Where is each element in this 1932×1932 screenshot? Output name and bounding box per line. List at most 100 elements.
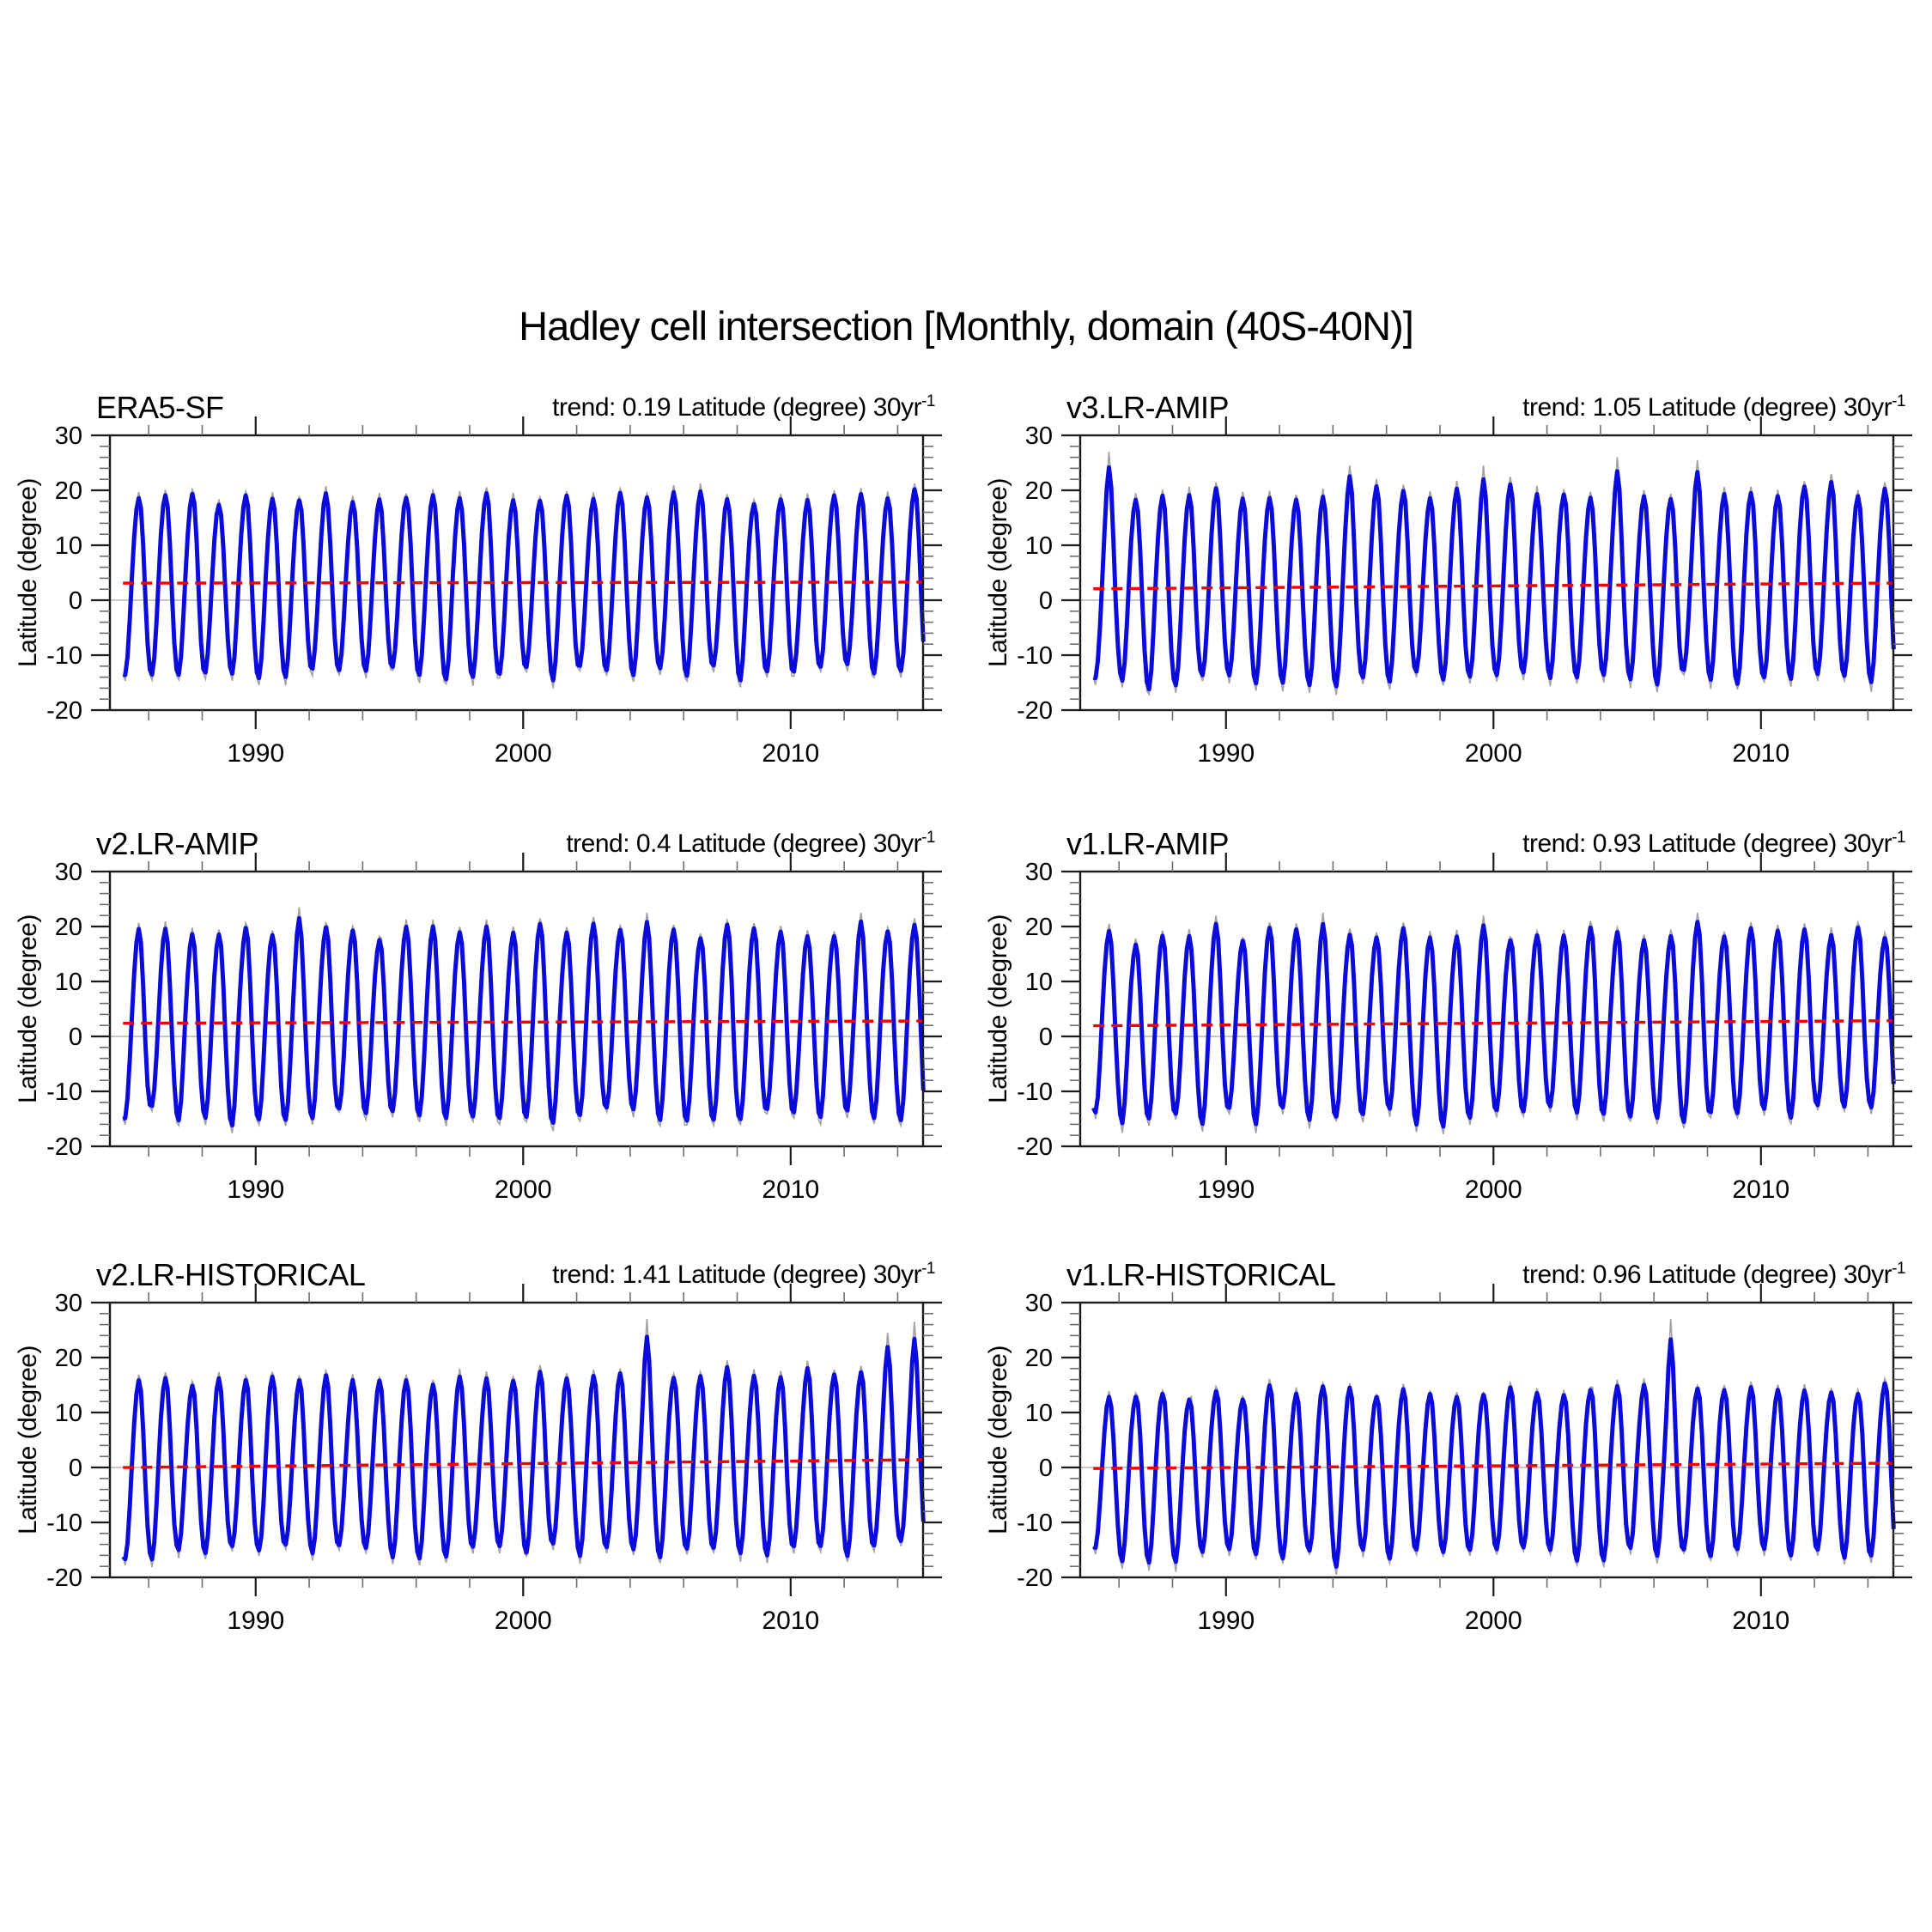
trend-line [1093, 1461, 1894, 1470]
trend-line [123, 580, 924, 585]
chart-panel-v2-lr-historical: -20 -10 0 10 20 30 1990 2000 2010 v2.LR-HISTORIC… [0, 1236, 963, 1642]
y-tick-label: -10 [46, 1078, 82, 1106]
axes-frame [1078, 870, 1895, 1148]
x-tick-label: 1990 [227, 739, 284, 768]
plot-svg: -20 -10 0 10 20 30 1990 2000 2010 [1017, 853, 1912, 1204]
y-tick-label: 0 [1039, 1024, 1053, 1051]
y-tick-label: 10 [1025, 969, 1053, 996]
series-smoothed [121, 1334, 926, 1562]
axes-frame [108, 870, 925, 1148]
x-tick-label: 2010 [1732, 739, 1789, 768]
series-smoothed [122, 915, 926, 1127]
y-tick-label: 10 [55, 532, 82, 560]
y-axis-label: Latitude (degree) [14, 914, 42, 1103]
y-tick-label: -20 [1017, 697, 1053, 725]
y-tick-label: 10 [55, 1400, 82, 1427]
y-tick-label: 20 [55, 477, 82, 505]
panel-trend-label: trend: 0.19 Latitude (degree) 30yr-1 [552, 392, 935, 422]
chart-panel-v3-lr-amip: -20 -10 0 10 20 30 1990 2000 2010 v3.LR-AMIP tre… [970, 369, 1932, 775]
panel-header: v1.LR-HISTORICAL trend: 0.96 Latitude (d… [970, 1236, 1932, 1297]
x-tick-label: 2000 [1465, 1176, 1522, 1204]
x-tick-label: 2000 [495, 739, 552, 768]
panel-trend-label: trend: 0.96 Latitude (degree) 30yr-1 [1522, 1260, 1905, 1290]
series-smoothed [122, 487, 926, 683]
y-tick-label: 20 [1025, 477, 1053, 505]
trend-superscript: -1 [921, 1260, 935, 1278]
y-tick-label: 30 [1025, 422, 1053, 450]
x-tick-label: 2010 [762, 739, 819, 768]
plot-svg: -20 -10 0 10 20 30 1990 2000 2010 [1017, 416, 1912, 768]
y-tick-label: 0 [69, 587, 82, 615]
panel-title: v2.LR-AMIP [96, 826, 259, 861]
trend-text: trend: 0.4 Latitude (degree) 30yr [566, 829, 922, 858]
plot-svg: -20 -10 0 10 20 30 1990 2000 2010 [46, 853, 942, 1204]
y-tick-label: 30 [55, 422, 82, 450]
x-tick-label: 2010 [1732, 1607, 1789, 1635]
trend-superscript: -1 [921, 829, 935, 847]
y-tick-label: 10 [55, 969, 82, 996]
axes-frame [1078, 434, 1895, 712]
y-tick-label: 30 [55, 1290, 82, 1317]
panel-title: v3.LR-AMIP [1066, 390, 1230, 425]
y-tick-label: 0 [1039, 1455, 1053, 1482]
trend-text: trend: 1.05 Latitude (degree) 30yr [1522, 393, 1893, 422]
plot-svg: -20 -10 0 10 20 30 1990 2000 2010 [46, 416, 942, 768]
trend-line [123, 1458, 924, 1469]
x-tick-label: 2010 [762, 1607, 819, 1635]
x-tick-label: 1990 [227, 1176, 284, 1204]
plot-svg: -20 -10 0 10 20 30 1990 2000 2010 [46, 1284, 942, 1635]
y-tick-label: 20 [55, 1345, 82, 1372]
y-tick-label: 30 [1025, 1290, 1053, 1317]
trend-superscript: -1 [921, 392, 935, 410]
y-tick-label: -10 [1017, 1510, 1053, 1537]
trend-superscript: -1 [1892, 1260, 1905, 1278]
y-axis-label: Latitude (degree) [14, 1346, 42, 1534]
axes-frame [108, 434, 925, 712]
panel-title: v1.LR-HISTORICAL [1066, 1257, 1336, 1292]
y-tick-label: -10 [1017, 642, 1053, 670]
axes-frame [108, 1301, 925, 1579]
y-tick-label: 30 [1025, 859, 1053, 886]
panel-trend-label: trend: 1.41 Latitude (degree) 30yr-1 [552, 1260, 935, 1290]
panel-title: v2.LR-HISTORICAL [96, 1257, 366, 1292]
y-tick-label: 20 [1025, 914, 1053, 941]
y-tick-label: 20 [1025, 1345, 1053, 1372]
axes-frame [1078, 1301, 1895, 1579]
panel-trend-label: trend: 0.93 Latitude (degree) 30yr-1 [1522, 829, 1905, 859]
y-tick-label: 0 [1039, 587, 1053, 615]
x-tick-label: 2010 [1732, 1176, 1789, 1204]
trend-text: trend: 0.19 Latitude (degree) 30yr [552, 393, 922, 422]
trend-text: trend: 0.96 Latitude (degree) 30yr [1522, 1261, 1893, 1289]
trend-text: trend: 1.41 Latitude (degree) 30yr [552, 1261, 922, 1289]
panel-header: v3.LR-AMIP trend: 1.05 Latitude (degree)… [970, 369, 1932, 429]
series-smoothed [1092, 465, 1896, 692]
chart-panel-v1-lr-amip: -20 -10 0 10 20 30 1990 2000 2010 v1.LR-AMIP tre… [970, 805, 1932, 1211]
plot-svg: -20 -10 0 10 20 30 1990 2000 2010 [1017, 1284, 1912, 1635]
y-tick-label: 0 [69, 1455, 82, 1482]
trend-line [1093, 1018, 1894, 1028]
y-axis-label: Latitude (degree) [984, 914, 1012, 1103]
panel-title: ERA5-SF [96, 390, 224, 425]
panel-header: v2.LR-AMIP trend: 0.4 Latitude (degree) … [0, 805, 963, 866]
y-tick-label: 30 [55, 859, 82, 886]
y-tick-label: -20 [1017, 1564, 1053, 1592]
y-axis-label: Latitude (degree) [984, 1346, 1012, 1534]
y-tick-label: -20 [46, 1564, 82, 1592]
x-tick-label: 2000 [1465, 1607, 1522, 1635]
panel-header: v2.LR-HISTORICAL trend: 1.41 Latitude (d… [0, 1236, 963, 1297]
y-tick-label: 20 [55, 914, 82, 941]
y-tick-label: -20 [1017, 1133, 1053, 1161]
x-tick-label: 2000 [495, 1176, 552, 1204]
figure-title: Hadley cell intersection [Monthly, domai… [519, 303, 1414, 349]
series-smoothed [1091, 920, 1896, 1129]
y-tick-label: 10 [1025, 1400, 1053, 1427]
y-tick-label: -10 [1017, 1078, 1053, 1106]
x-tick-label: 2010 [762, 1176, 819, 1204]
trend-superscript: -1 [1892, 392, 1905, 410]
panel-header: v1.LR-AMIP trend: 0.93 Latitude (degree)… [970, 805, 1932, 866]
x-tick-label: 2000 [1465, 739, 1522, 768]
series-smoothed [1092, 1337, 1896, 1569]
y-tick-label: -10 [46, 642, 82, 670]
y-tick-label: -10 [46, 1510, 82, 1537]
